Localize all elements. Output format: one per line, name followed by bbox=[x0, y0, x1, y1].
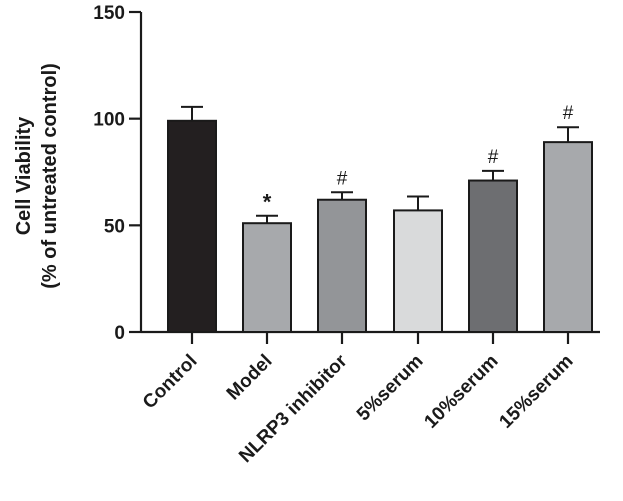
bar-nlrp3-inhibitor bbox=[317, 198, 367, 333]
bars bbox=[167, 119, 593, 333]
significance-hash: # bbox=[337, 168, 348, 189]
bar-5-serum bbox=[393, 209, 443, 333]
bar-control bbox=[167, 119, 217, 333]
x-tick-label: Control bbox=[139, 351, 202, 414]
y-tick-label: 100 bbox=[93, 110, 125, 131]
significance-star: * bbox=[263, 190, 272, 215]
y-tick-label: 50 bbox=[104, 216, 125, 237]
y-axis-label-line2: (% of untreated control) bbox=[39, 63, 61, 289]
y-axis-label-line1: Cell Viability bbox=[13, 116, 35, 235]
error-bars bbox=[181, 105, 579, 224]
axes: 0 50 100 150 bbox=[93, 3, 600, 344]
x-tick-label: 5%serum bbox=[353, 351, 428, 426]
x-tick-label: 15%serum bbox=[495, 351, 577, 433]
y-tick-label: 150 bbox=[93, 3, 125, 24]
y-tick-label: 0 bbox=[114, 323, 125, 344]
bar-10-serum bbox=[468, 179, 518, 333]
bar-15-serum bbox=[543, 141, 593, 333]
x-tick-label: 10%serum bbox=[420, 351, 502, 433]
significance-marks: * # # # bbox=[263, 103, 574, 215]
bar-model bbox=[242, 222, 292, 333]
x-tick-label: Model bbox=[223, 351, 277, 405]
significance-hash: # bbox=[563, 103, 574, 124]
significance-hash: # bbox=[488, 147, 499, 168]
y-axis-label: Cell Viability (% of untreated control) bbox=[13, 63, 61, 289]
